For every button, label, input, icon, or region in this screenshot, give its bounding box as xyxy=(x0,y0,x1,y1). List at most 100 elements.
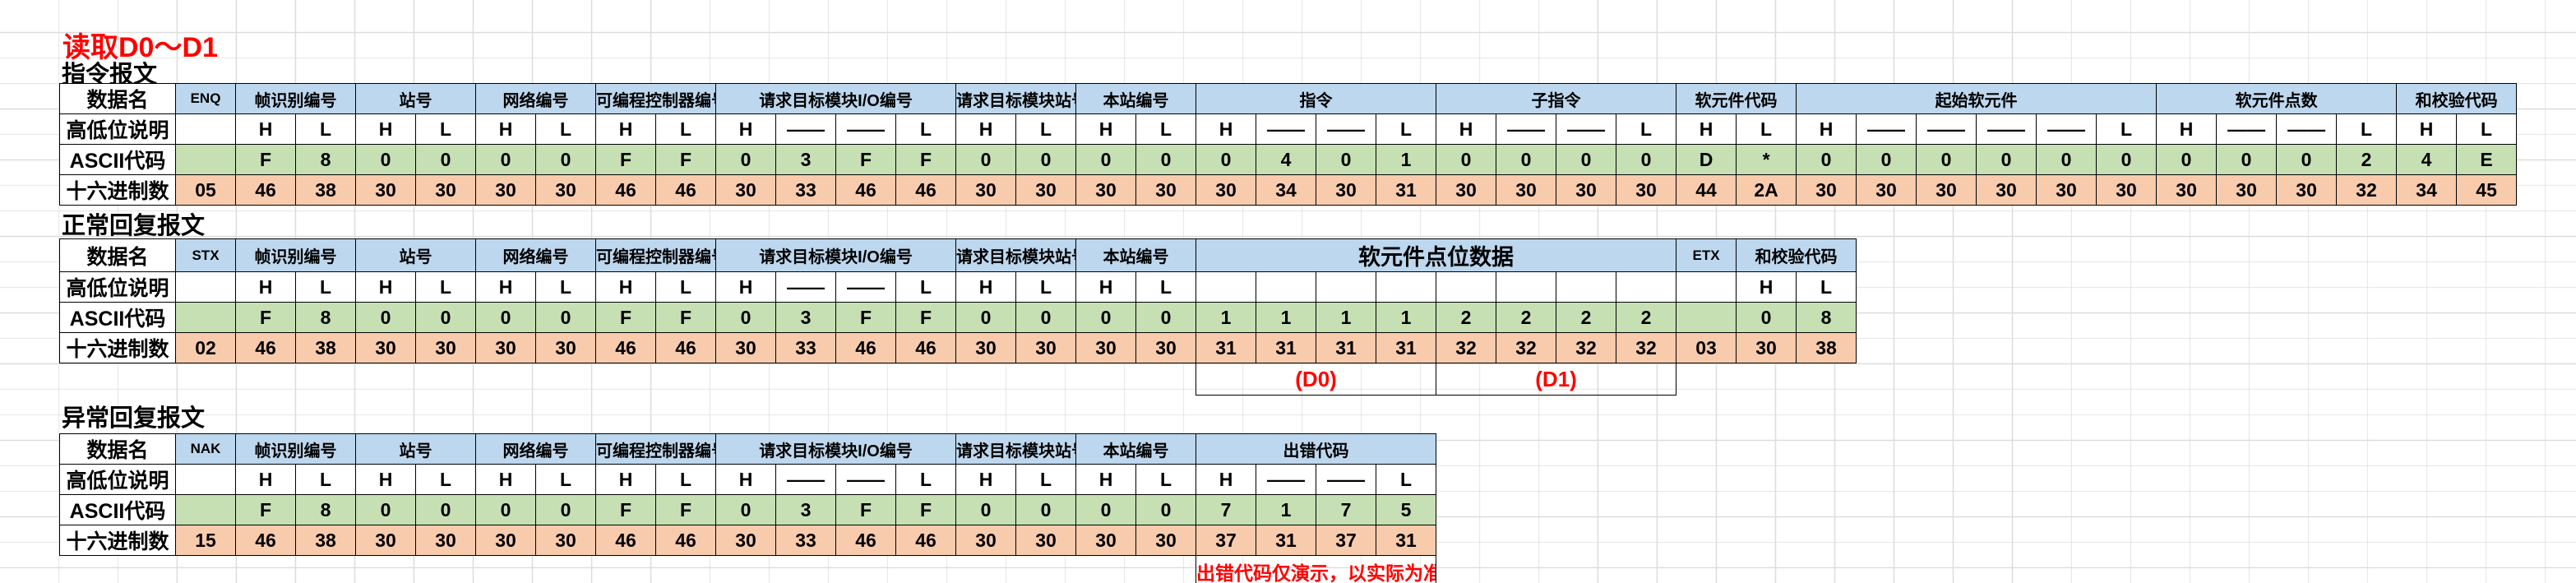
high-low-cell[interactable]: L xyxy=(1135,113,1197,145)
high-low-cell[interactable]: H xyxy=(1676,113,1737,145)
section-header-cell[interactable]: ETX xyxy=(1676,238,1737,272)
section-header-cell[interactable]: 出错代码 xyxy=(1196,433,1437,465)
hex-value-cell[interactable]: 46 xyxy=(595,174,656,206)
hex-value-cell[interactable]: 46 xyxy=(655,174,716,206)
hex-value-cell[interactable]: 30 xyxy=(1015,332,1077,363)
section-header-cell[interactable]: 可编程控制器编号 xyxy=(595,433,716,465)
section-header-cell[interactable]: 子指令 xyxy=(1436,83,1677,114)
hex-value-cell[interactable]: 30 xyxy=(355,525,416,556)
ascii-code-cell[interactable]: 1 xyxy=(1256,494,1317,525)
high-low-cell[interactable]: L xyxy=(415,271,476,303)
ascii-code-cell[interactable]: 0 xyxy=(415,494,476,525)
ascii-code-cell[interactable]: 0 xyxy=(1015,302,1077,333)
ascii-code-cell[interactable]: 0 xyxy=(415,144,476,175)
row-label-ascii[interactable]: ASCII代码 xyxy=(59,302,176,333)
ascii-code-cell[interactable]: 0 xyxy=(355,144,416,175)
high-low-cell[interactable]: H xyxy=(595,113,656,145)
high-low-cell[interactable]: —— xyxy=(835,464,896,495)
high-low-cell[interactable]: L xyxy=(415,464,476,495)
hex-value-cell[interactable]: 44 xyxy=(1676,174,1737,206)
section-header-cell[interactable]: 和校验代码 xyxy=(1736,238,1857,272)
hex-value-cell[interactable]: 37 xyxy=(1316,525,1377,556)
hex-value-cell[interactable]: 30 xyxy=(1075,525,1137,556)
ascii-code-cell[interactable]: 0 xyxy=(475,144,536,175)
high-low-cell[interactable]: L xyxy=(535,271,596,303)
ascii-code-cell[interactable]: 0 xyxy=(715,494,776,525)
ascii-code-cell[interactable]: 0 xyxy=(475,494,536,525)
high-low-cell[interactable] xyxy=(1376,271,1437,303)
hex-value-cell[interactable]: 30 xyxy=(1616,174,1677,206)
row-label-ascii[interactable]: ASCII代码 xyxy=(59,144,176,175)
hex-value-cell[interactable]: 30 xyxy=(715,332,776,363)
hex-value-cell[interactable]: 33 xyxy=(775,174,836,206)
high-low-cell[interactable]: L xyxy=(415,113,476,145)
ascii-code-cell[interactable]: 0 xyxy=(355,302,416,333)
ascii-code-cell[interactable]: 0 xyxy=(1316,144,1377,175)
hex-value-cell[interactable]: 30 xyxy=(1075,174,1137,206)
high-low-cell[interactable]: H xyxy=(355,271,416,303)
section-header-cell[interactable]: 指令 xyxy=(1196,83,1437,114)
ascii-code-cell[interactable]: 0 xyxy=(1015,494,1077,525)
high-low-cell[interactable]: L xyxy=(295,113,356,145)
ascii-code-cell[interactable]: 0 xyxy=(2276,144,2338,175)
ascii-code-cell[interactable]: 0 xyxy=(1075,302,1137,333)
hex-value-cell[interactable]: 34 xyxy=(2396,174,2458,206)
ascii-code-cell[interactable]: 2 xyxy=(1556,302,1617,333)
ascii-code-cell[interactable]: 0 xyxy=(2156,144,2218,175)
ascii-code-cell[interactable]: 0 xyxy=(1856,144,1917,175)
hex-value-cell[interactable]: 46 xyxy=(835,332,896,363)
ascii-code-cell[interactable]: F xyxy=(835,494,896,525)
high-low-cell[interactable] xyxy=(1436,271,1497,303)
high-low-cell[interactable] xyxy=(175,271,236,303)
ascii-code-cell[interactable]: F xyxy=(895,302,957,333)
ascii-code-cell[interactable]: 0 xyxy=(955,302,1017,333)
ascii-code-cell[interactable]: 0 xyxy=(2216,144,2278,175)
high-low-cell[interactable]: H xyxy=(595,271,656,303)
ascii-code-cell[interactable]: 8 xyxy=(295,494,356,525)
ascii-code-cell[interactable] xyxy=(1676,302,1737,333)
section-header-cell[interactable]: 本站编号 xyxy=(1075,238,1197,272)
hex-value-cell[interactable]: 2A xyxy=(1736,174,1797,206)
hex-value-cell[interactable]: 31 xyxy=(1256,332,1317,363)
section-header-cell[interactable]: 帧识别编号 xyxy=(235,83,356,114)
hex-value-cell[interactable]: 30 xyxy=(2156,174,2218,206)
hex-value-cell[interactable]: 30 xyxy=(535,525,596,556)
high-low-cell[interactable]: L xyxy=(895,464,957,495)
high-low-cell[interactable]: L xyxy=(655,271,716,303)
ascii-code-cell[interactable]: 2 xyxy=(1616,302,1677,333)
hex-value-cell[interactable]: 32 xyxy=(2336,174,2398,206)
row-label-hex[interactable]: 十六进制数 xyxy=(59,525,176,556)
ascii-code-cell[interactable]: 0 xyxy=(1075,494,1137,525)
section-header-cell[interactable]: 站号 xyxy=(355,433,476,465)
high-low-cell[interactable]: —— xyxy=(835,113,896,145)
row-label-high-low[interactable]: 高低位说明 xyxy=(59,113,176,145)
hex-value-cell[interactable]: 38 xyxy=(295,525,356,556)
high-low-cell[interactable]: L xyxy=(295,464,356,495)
high-low-cell[interactable]: L xyxy=(535,464,596,495)
high-low-cell[interactable]: —— xyxy=(775,113,836,145)
hex-value-cell[interactable]: 30 xyxy=(1796,174,1857,206)
ascii-code-cell[interactable]: F xyxy=(895,144,957,175)
ascii-code-cell[interactable]: 3 xyxy=(775,302,836,333)
ascii-code-cell[interactable]: 7 xyxy=(1316,494,1377,525)
ascii-code-cell[interactable]: 0 xyxy=(715,144,776,175)
ascii-code-cell[interactable]: 0 xyxy=(535,144,596,175)
section-header-cell[interactable]: 请求目标模块站号 xyxy=(955,433,1077,465)
hex-value-cell[interactable]: 38 xyxy=(295,174,356,206)
hex-value-cell[interactable]: 30 xyxy=(955,174,1017,206)
ascii-code-cell[interactable]: 0 xyxy=(1976,144,2037,175)
section-header-cell[interactable]: 起始软元件 xyxy=(1796,83,2157,114)
ascii-code-cell[interactable]: F xyxy=(895,494,957,525)
hex-value-cell[interactable]: 32 xyxy=(1556,332,1617,363)
hex-value-cell[interactable]: 38 xyxy=(295,332,356,363)
high-low-cell[interactable]: H xyxy=(595,464,656,495)
hex-value-cell[interactable]: 31 xyxy=(1376,174,1437,206)
ascii-code-cell[interactable]: 4 xyxy=(1256,144,1317,175)
hex-value-cell[interactable]: 30 xyxy=(535,332,596,363)
high-low-cell[interactable]: L xyxy=(295,271,356,303)
high-low-cell[interactable]: L xyxy=(535,113,596,145)
hex-value-cell[interactable]: 37 xyxy=(1196,525,1257,556)
high-low-cell[interactable]: H xyxy=(715,113,776,145)
high-low-cell[interactable]: L xyxy=(1135,271,1197,303)
hex-value-cell[interactable]: 02 xyxy=(175,332,236,363)
